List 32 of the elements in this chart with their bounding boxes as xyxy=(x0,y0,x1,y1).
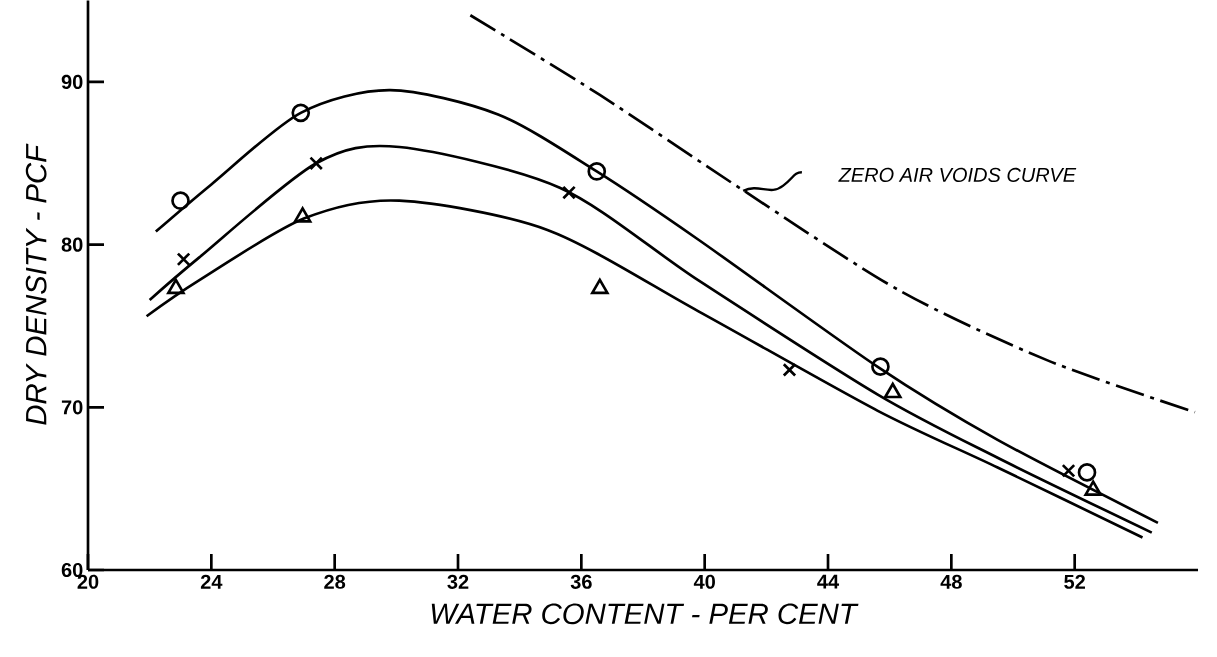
x-tick-label: 28 xyxy=(324,574,346,589)
x-tick-label: 52 xyxy=(1064,574,1085,589)
line-series xyxy=(469,13,1197,414)
point xyxy=(176,252,191,267)
y-tick-label: 70 xyxy=(61,400,83,415)
point xyxy=(1077,463,1097,482)
point xyxy=(1061,463,1076,478)
x-axis-title: WATER CONTENT - PER CENT xyxy=(431,603,859,625)
x-tick-label: 44 xyxy=(817,574,840,589)
point xyxy=(291,103,311,123)
x-tick-label: 24 xyxy=(200,574,223,589)
y-tick-label: 80 xyxy=(61,237,83,252)
x-tick-label: 32 xyxy=(447,574,469,589)
line-series xyxy=(148,144,1154,534)
point xyxy=(167,278,185,295)
point xyxy=(309,156,324,171)
y-tick-label: 90 xyxy=(61,74,83,90)
line-series xyxy=(154,88,1160,525)
line-series xyxy=(145,199,1144,539)
x-tick-label: 48 xyxy=(940,574,962,589)
point xyxy=(171,191,190,211)
y-axis-title: DRY DENSITY - PCF xyxy=(25,143,47,425)
annotation: ZERO AIR VOIDS CURVE xyxy=(838,167,1077,183)
point xyxy=(782,362,797,377)
x-tick-label: 40 xyxy=(693,574,715,589)
point xyxy=(883,382,902,399)
x-tick-label: 36 xyxy=(570,574,592,589)
point xyxy=(1084,480,1103,496)
point xyxy=(587,162,607,181)
point xyxy=(871,357,890,376)
point xyxy=(590,278,609,295)
point xyxy=(562,185,576,200)
